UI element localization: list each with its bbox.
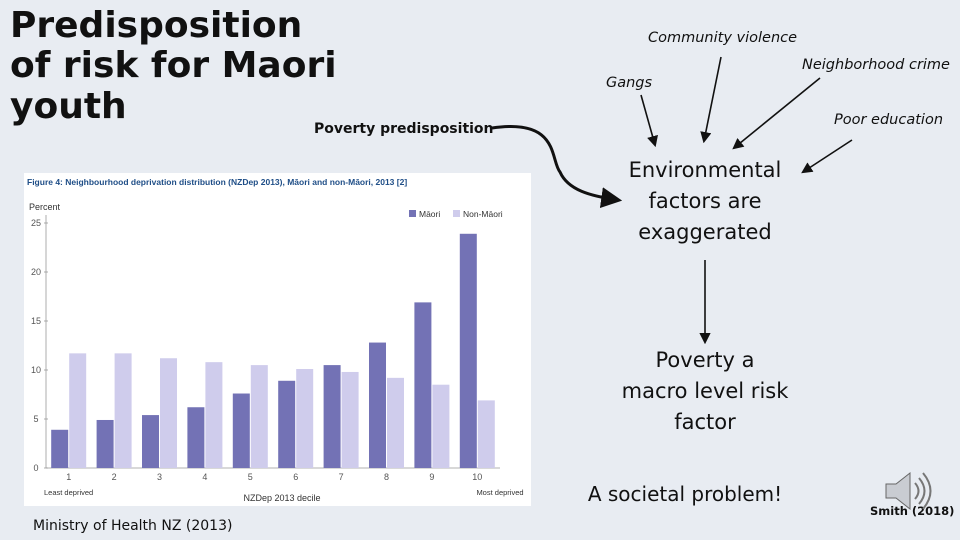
poor-education-label: Poor education [834, 112, 944, 128]
ministry-source-text: Ministry of Health NZ (2013) [33, 518, 233, 534]
community-violence-arrow [700, 56, 722, 144]
societal-problem-text: A societal problem! [587, 482, 783, 506]
macro-line-2: macro level risk [621, 379, 789, 403]
x-tick-label: 1 [66, 472, 71, 482]
bar-non-maori [477, 400, 495, 468]
chart-x-least-deprived: Least deprived [44, 488, 93, 497]
macro-line-3: factor [674, 410, 736, 434]
chart-plot-area: 25 20 15 10 5 0 1 2 3 4 5 6 7 8 9 10 Māori Non-Māori [31, 209, 503, 482]
bar-non-maori [69, 353, 87, 468]
x-tick-label: 4 [202, 472, 207, 482]
bar-maori [323, 365, 341, 468]
title-line-2: of risk for Maori [10, 45, 337, 87]
bar-non-maori [387, 377, 404, 468]
bar-non-maori [432, 384, 450, 468]
chart-y-axis-label: Percent [29, 202, 61, 212]
x-tick-label: 3 [157, 472, 162, 482]
bar-maori [369, 342, 386, 468]
bar-maori [459, 233, 477, 468]
x-tick-label: 2 [112, 472, 117, 482]
y-tick-label: 15 [31, 316, 41, 326]
gangs-arrow [640, 94, 658, 148]
bar-maori [51, 429, 69, 468]
x-tick-label: 10 [472, 472, 482, 482]
bar-maori [142, 415, 159, 468]
y-tick-label: 0 [33, 463, 38, 473]
bar-non-maori [114, 353, 132, 468]
macro-line-1: Poverty a [655, 348, 755, 372]
y-tick-label: 5 [33, 414, 38, 424]
slide-title: Predisposition of risk for Maori youth [10, 5, 337, 127]
bar-non-maori [341, 371, 359, 468]
bar-maori [187, 407, 205, 468]
neighborhood-crime-label: Neighborhood crime [802, 57, 950, 73]
chart-x-most-deprived: Most deprived [476, 488, 523, 497]
neighborhood-crime-arrow [732, 77, 821, 150]
environmental-line-1: Environmental [628, 158, 782, 182]
community-violence-label: Community violence [648, 30, 798, 46]
x-tick-label: 8 [384, 472, 389, 482]
bar-non-maori [250, 365, 268, 468]
environmental-factors-text: Environmental factors are exaggerated [590, 155, 820, 248]
bar-maori [96, 419, 114, 468]
y-tick-label: 10 [31, 365, 41, 375]
bar-maori [414, 302, 432, 468]
speaker-icon [885, 471, 932, 511]
x-tick-label: 5 [248, 472, 253, 482]
title-line-1: Predisposition [10, 5, 303, 46]
bar-non-maori [296, 369, 314, 468]
chart-title: Figure 4: Neighbourhood deprivation dist… [27, 177, 407, 187]
legend-swatch [409, 210, 416, 217]
environmental-line-3: exaggerated [638, 220, 772, 244]
gangs-label: Gangs [606, 75, 653, 91]
legend-label: Māori [419, 209, 440, 219]
y-tick-label: 25 [31, 218, 41, 228]
x-tick-label: 7 [339, 472, 344, 482]
poverty-macro-text: Poverty a macro level risk factor [590, 345, 820, 438]
deprivation-chart: Figure 4: Neighbourhood deprivation dist… [24, 173, 531, 506]
bar-maori [232, 393, 250, 468]
bar-maori [278, 380, 296, 468]
title-line-3: youth [10, 85, 127, 127]
bar-non-maori [160, 358, 177, 468]
chart-svg: Figure 4: Neighbourhood deprivation dist… [27, 177, 524, 503]
poverty-predisposition-label: Poverty predisposition [314, 121, 494, 137]
x-tick-label: 6 [293, 472, 298, 482]
y-tick-label: 20 [31, 267, 41, 277]
chart-x-axis-label: NZDep 2013 decile [243, 493, 320, 503]
x-tick-label: 9 [429, 472, 434, 482]
legend-label: Non-Māori [463, 209, 503, 219]
smith-source-text: Smith (2018) [870, 504, 955, 518]
legend-swatch [453, 210, 460, 217]
environmental-line-2: factors are [648, 189, 762, 213]
bar-non-maori [205, 362, 223, 468]
